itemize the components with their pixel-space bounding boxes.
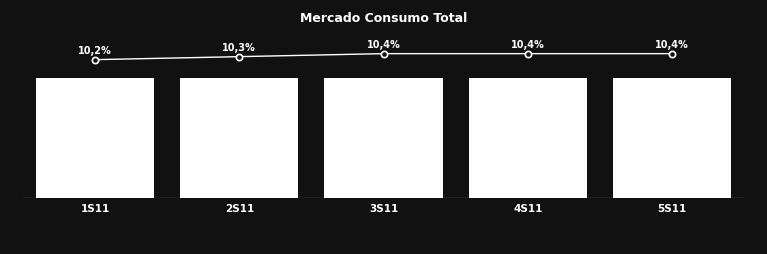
Bar: [613, 78, 731, 198]
Legend: Mercado Total (R$) milhões, Hypermarcas Market Share (%): Mercado Total (R$) milhões, Hypermarcas …: [220, 253, 547, 254]
Bar: [36, 78, 154, 198]
Text: 10,2%: 10,2%: [78, 46, 112, 56]
Text: 10,4%: 10,4%: [511, 40, 545, 50]
Text: 10,3%: 10,3%: [222, 43, 256, 53]
Bar: [324, 78, 443, 198]
Text: 10,4%: 10,4%: [655, 40, 689, 50]
Text: 10,4%: 10,4%: [367, 40, 400, 50]
Bar: [469, 78, 587, 198]
Title: Mercado Consumo Total: Mercado Consumo Total: [300, 12, 467, 25]
Bar: [180, 78, 298, 198]
